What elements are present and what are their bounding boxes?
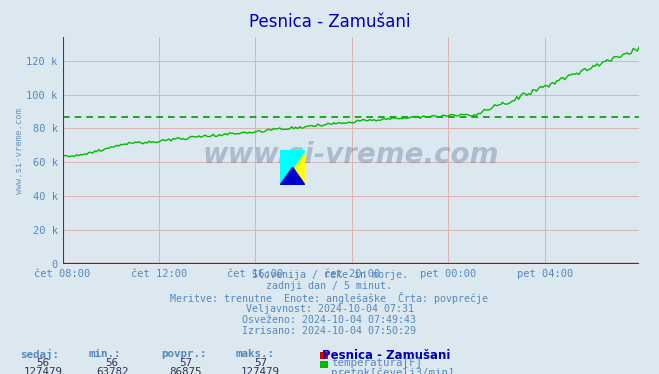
Text: Veljavnost: 2024-10-04 07:31: Veljavnost: 2024-10-04 07:31	[246, 304, 413, 314]
Polygon shape	[280, 150, 305, 185]
Text: sedaj:: sedaj:	[20, 349, 59, 359]
Text: 127479: 127479	[241, 367, 280, 374]
Text: Osveženo: 2024-10-04 07:49:43: Osveženo: 2024-10-04 07:49:43	[243, 315, 416, 325]
Text: temperatura[F]: temperatura[F]	[331, 358, 422, 368]
Text: zadnji dan / 5 minut.: zadnji dan / 5 minut.	[266, 281, 393, 291]
Text: 56: 56	[36, 358, 49, 368]
Text: Pesnica - Zamušani: Pesnica - Zamušani	[322, 349, 450, 362]
Text: www.si-vreme.com: www.si-vreme.com	[203, 141, 499, 169]
Text: maks.:: maks.:	[236, 349, 275, 359]
Text: pretok[čevelj3/min]: pretok[čevelj3/min]	[331, 367, 455, 374]
Text: Meritve: trenutne  Enote: anglešaške  Črta: povprečje: Meritve: trenutne Enote: anglešaške Črta…	[171, 292, 488, 304]
Text: 56: 56	[105, 358, 119, 368]
Text: www.si-vreme.com: www.si-vreme.com	[15, 108, 24, 193]
Text: Slovenija / reke in morje.: Slovenija / reke in morje.	[252, 270, 407, 280]
Text: min.:: min.:	[89, 349, 121, 359]
Text: Pesnica - Zamušani: Pesnica - Zamušani	[248, 13, 411, 31]
Text: Izrisano: 2024-10-04 07:50:29: Izrisano: 2024-10-04 07:50:29	[243, 326, 416, 336]
Text: povpr.:: povpr.:	[161, 349, 207, 359]
Text: 86875: 86875	[169, 367, 202, 374]
Text: 57: 57	[179, 358, 192, 368]
Polygon shape	[280, 150, 305, 185]
Polygon shape	[280, 168, 305, 185]
Text: 57: 57	[254, 358, 267, 368]
Text: 127479: 127479	[23, 367, 63, 374]
Text: 63782: 63782	[96, 367, 129, 374]
